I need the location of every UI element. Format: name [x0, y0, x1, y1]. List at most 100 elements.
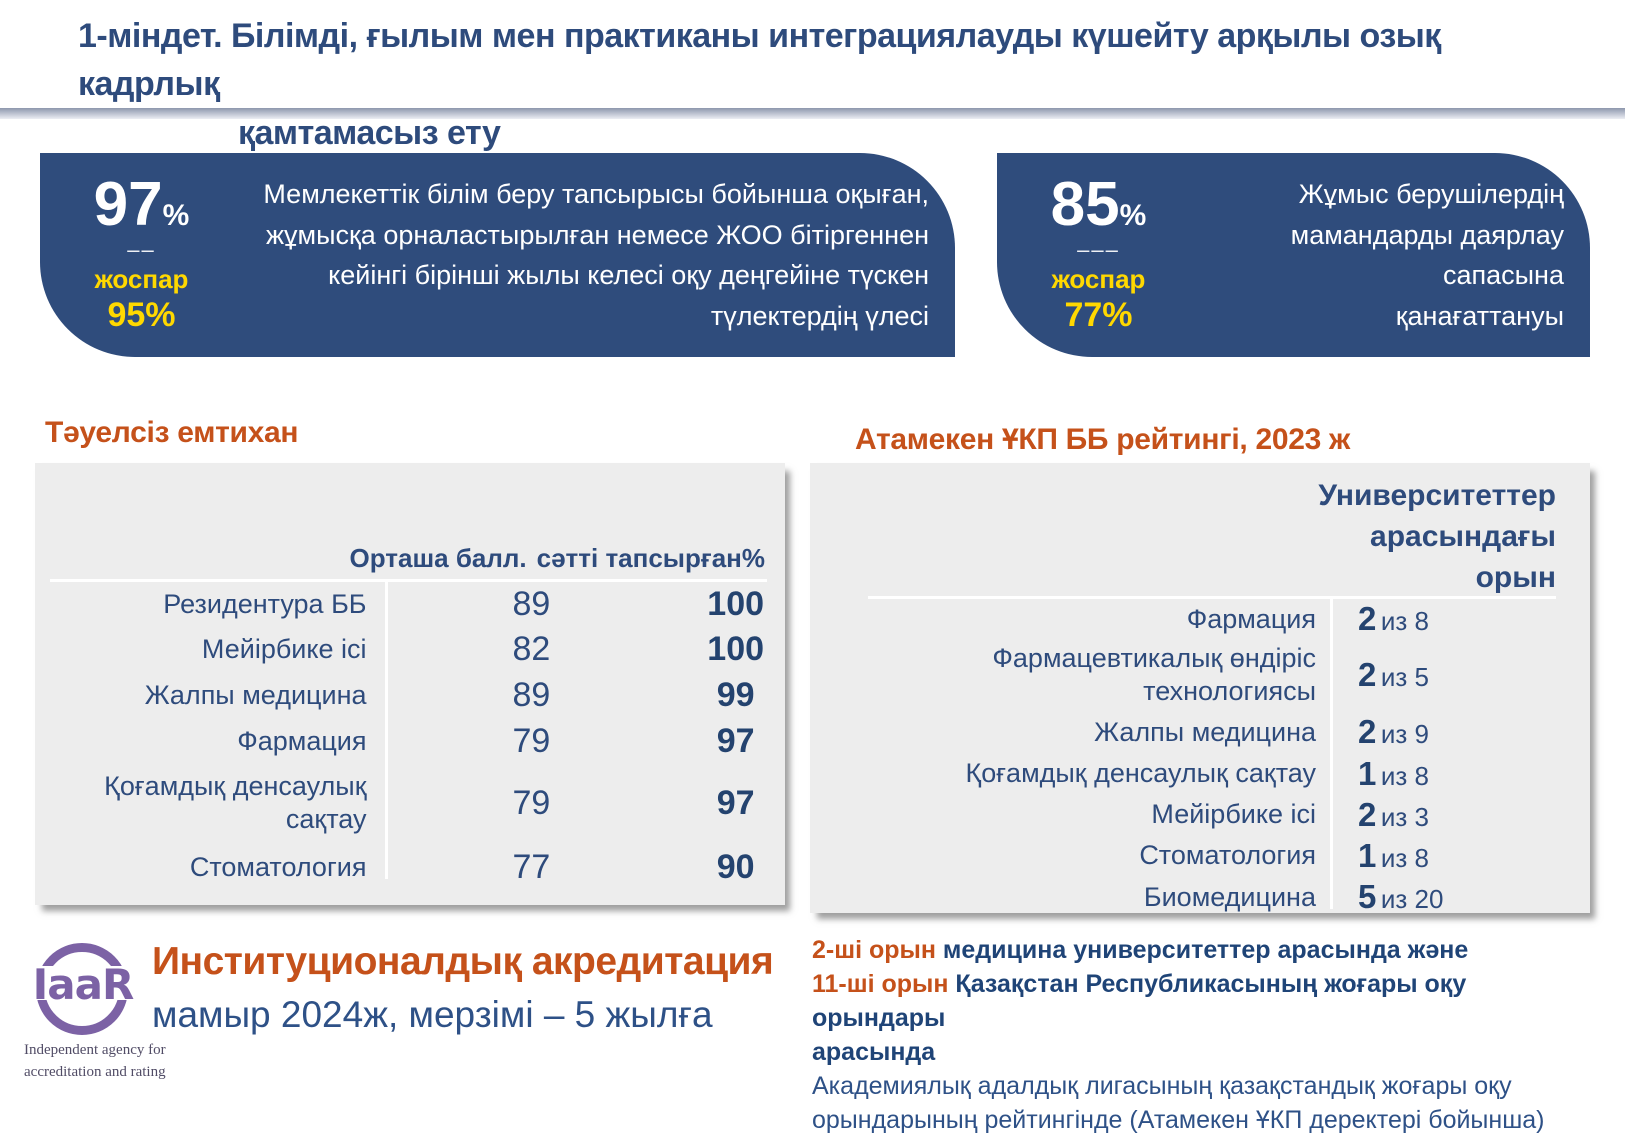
rank-number: 1 [1358, 836, 1377, 874]
row-label: Қоғамдық денсаулық сақтау [810, 757, 1330, 790]
rank-11-text: Қазақстан Республикасының жоғары оқу оры… [812, 970, 1467, 1032]
row-rank: 1 из 8 [1330, 837, 1429, 875]
iaar-logo-text: IaaR [32, 960, 135, 1009]
iaar-caption-line: accreditation and rating [24, 1063, 166, 1080]
table-row: Фармацевтикалық өндіріс технологиясы 2 из… [810, 639, 1590, 711]
row-label: Фармация [810, 603, 1330, 636]
row-rank: 2 из 5 [1330, 656, 1429, 694]
kpi-desc-line: түлектердің үлесі [710, 300, 929, 331]
kpi-metric: 97% –– жоспар 95% [40, 153, 229, 357]
table-row: Стоматология 1 из 8 [810, 835, 1590, 876]
page-title: 1-міндет. Білімді, ғылым мен практиканы … [78, 12, 1558, 157]
row-rank: 1 из 8 [1330, 755, 1429, 793]
row-label-line: Қоғамдық денсаулық [104, 771, 367, 802]
kpi-desc-line: Жұмыс берушілердің [1298, 179, 1564, 209]
kpi-value: 97% [94, 173, 190, 236]
row-label-line: Фармация [1186, 603, 1316, 634]
kpi-description: Мемлекеттік білім беру тапсырысы бойынша… [229, 153, 955, 357]
kpi-plan-label: жоспар [94, 263, 189, 294]
accreditation-title: Институционалдық акредитация [152, 940, 774, 983]
kpi-plan-value: 77% [1064, 296, 1133, 335]
rank-of: из 5 [1380, 662, 1429, 692]
rank-of: из 8 [1380, 842, 1429, 873]
kpi-desc-line: қанағаттануы [1395, 300, 1564, 331]
kpi-plan-value: 95% [107, 296, 176, 335]
ranking-note-line: 2-ші орын медицина университеттер арасын… [812, 933, 1584, 967]
exam-table-header: Орташа балл. сәтті тапсырған% [350, 543, 765, 574]
rating-table-header: Университеттер арасындағы орын [1318, 475, 1556, 598]
kpi-desc-line: Мемлекеттік білім беру тапсырысы бойынша… [263, 179, 929, 209]
rating-header-line: Университеттер [1318, 479, 1556, 512]
rank-of: из 8 [1380, 760, 1429, 791]
kpi-box-graduates: 97% –– жоспар 95% Мемлекеттік білім беру… [40, 153, 955, 357]
rank-number: 2 [1358, 656, 1377, 693]
kpi-description: Жұмыс берушілердің мамандарды даярлау са… [1186, 153, 1590, 357]
iaar-logo-caption: Independent agency for accreditation and… [24, 1040, 166, 1084]
row-label: Стоматология [810, 839, 1330, 872]
row-score: 89 [512, 584, 551, 623]
row-score: 82 [512, 629, 551, 668]
row-pass-rate: 100 [707, 629, 765, 668]
rating-header-line: арасындағы [1370, 520, 1556, 554]
row-label: Жалпы медицина [810, 716, 1330, 749]
row-label-line2: технологиясы [1143, 676, 1316, 706]
row-label-line: Биомедицина [1143, 881, 1316, 912]
rank-of: из 3 [1380, 801, 1429, 832]
kpi-metric: 85% ––– жоспар 77% [997, 153, 1186, 357]
table-row: Резидентура ББ 89 100 [35, 582, 785, 626]
atameken-rating-heading: Атамекен ҰКП ББ рейтингі, 2023 ж [855, 423, 1350, 456]
row-pass-rate: 97 [716, 783, 755, 822]
ranking-note-line: арасында [812, 1038, 936, 1066]
row-label-line: Қоғамдық денсаулық сақтау [965, 758, 1316, 789]
title-divider-bar [0, 108, 1625, 119]
page-title-line-2: қамтамасыз ету [238, 113, 501, 152]
row-label-line: Фармацевтикалық өндіріс [992, 643, 1316, 674]
row-label: Фармация [35, 725, 377, 758]
rank-of: из 8 [1380, 606, 1429, 636]
independent-exam-table-panel: Орташа балл. сәтті тапсырған% Резидентура… [35, 463, 785, 905]
table-row: Қоғамдық денсаулық сақтау 79 97 [35, 764, 785, 842]
kpi-desc-line: кейінгі бірінші жылы келесі оқу деңгейін… [328, 260, 929, 290]
row-pass-rate: 99 [716, 675, 755, 714]
table-row: Мейірбике ісі 2 из 3 [810, 794, 1590, 835]
rating-table-vertical-line [1330, 596, 1333, 909]
kpi-unit: % [1119, 198, 1147, 232]
atameken-rating-table-panel: Университеттер арасындағы орын Фармация … [810, 463, 1590, 915]
row-label: Мейірбике ісі [35, 633, 377, 666]
table-row: Фармация 79 97 [35, 718, 785, 764]
table-row: Стоматология 77 90 [35, 842, 785, 892]
exam-table-vertical-line [385, 579, 388, 879]
rank-number: 1 [1358, 754, 1377, 792]
kpi-unit: % [162, 198, 190, 232]
kpi-dash: ––– [1077, 236, 1120, 262]
row-label: Фармацевтикалық өндіріс технологиясы [810, 642, 1330, 708]
kpi-box-employers: 85% ––– жоспар 77% Жұмыс берушілердің ма… [997, 153, 1590, 357]
kpi-plan-label: жоспар [1051, 263, 1146, 294]
page-title-line-1: 1-міндет. Білімді, ғылым мен практиканы … [78, 17, 1441, 104]
rank-of: из 9 [1380, 719, 1429, 749]
rank-number: 2 [1358, 795, 1377, 833]
row-label: Резидентура ББ [35, 588, 377, 621]
rank-11-highlight: 11-ші орын [812, 970, 949, 998]
row-label: Мейірбике ісі [810, 798, 1330, 831]
exam-table-header-pass: сәтті тапсырған% [536, 543, 765, 573]
row-label-line: Фармация [237, 725, 367, 756]
kpi-desc-line: мамандарды даярлау сапасына [1290, 219, 1564, 291]
row-label: Қоғамдық денсаулық сақтау [35, 770, 377, 836]
kpi-desc-line: жұмысқа орналастырылған немесе ЖОО бітір… [265, 219, 929, 250]
table-row: Қоғамдық денсаулық сақтау 1 из 8 [810, 753, 1590, 794]
rank-2-text: медицина университеттер арасында және [935, 936, 1469, 964]
table-row: Мейірбике ісі 82 100 [35, 626, 785, 672]
rating-table-rows: Фармация 2 из 8 Фармацевтикалық өндіріс т… [810, 599, 1590, 918]
kpi-value: 85% [1051, 173, 1147, 236]
table-row: Жалпы медицина 2 из 9 [810, 711, 1590, 753]
iaar-caption-line: Independent agency for [24, 1042, 166, 1058]
rank-number: 2 [1358, 600, 1377, 637]
row-pass-rate: 100 [707, 584, 765, 623]
rating-header-line: орын [1475, 561, 1556, 595]
row-label-line: Резидентура ББ [163, 588, 367, 619]
accreditation-subtitle: мамыр 2024ж, мерзімі – 5 жылға [152, 994, 713, 1035]
table-row: Биомедицина 5 из 20 [810, 876, 1590, 918]
iaar-logo-band [18, 966, 148, 1000]
accreditation-block: Институционалдық акредитация мамыр 2024ж… [152, 940, 774, 1036]
